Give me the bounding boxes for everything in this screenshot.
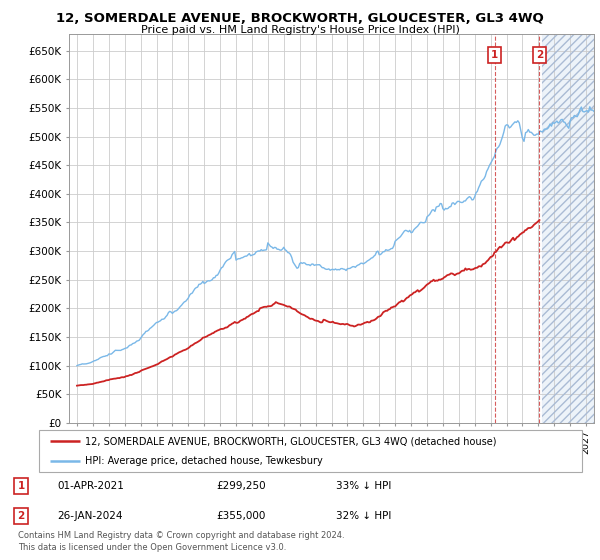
Text: 26-JAN-2024: 26-JAN-2024 <box>57 511 122 521</box>
Text: 12, SOMERDALE AVENUE, BROCKWORTH, GLOUCESTER, GL3 4WQ: 12, SOMERDALE AVENUE, BROCKWORTH, GLOUCE… <box>56 12 544 25</box>
Text: 2: 2 <box>17 511 25 521</box>
Text: Price paid vs. HM Land Registry's House Price Index (HPI): Price paid vs. HM Land Registry's House … <box>140 25 460 35</box>
Text: 33% ↓ HPI: 33% ↓ HPI <box>336 480 391 491</box>
Text: 12, SOMERDALE AVENUE, BROCKWORTH, GLOUCESTER, GL3 4WQ (detached house): 12, SOMERDALE AVENUE, BROCKWORTH, GLOUCE… <box>85 436 497 446</box>
Bar <box>542 34 594 423</box>
Text: 01-APR-2021: 01-APR-2021 <box>57 480 124 491</box>
Text: 1: 1 <box>17 480 25 491</box>
Text: 2: 2 <box>536 50 543 60</box>
Bar <box>542 34 594 423</box>
Text: 32% ↓ HPI: 32% ↓ HPI <box>336 511 391 521</box>
Text: Contains HM Land Registry data © Crown copyright and database right 2024.
This d: Contains HM Land Registry data © Crown c… <box>18 531 344 552</box>
Text: £355,000: £355,000 <box>216 511 265 521</box>
Text: 1: 1 <box>491 50 498 60</box>
Text: HPI: Average price, detached house, Tewkesbury: HPI: Average price, detached house, Tewk… <box>85 456 323 466</box>
FancyBboxPatch shape <box>39 430 582 472</box>
Text: £299,250: £299,250 <box>216 480 266 491</box>
